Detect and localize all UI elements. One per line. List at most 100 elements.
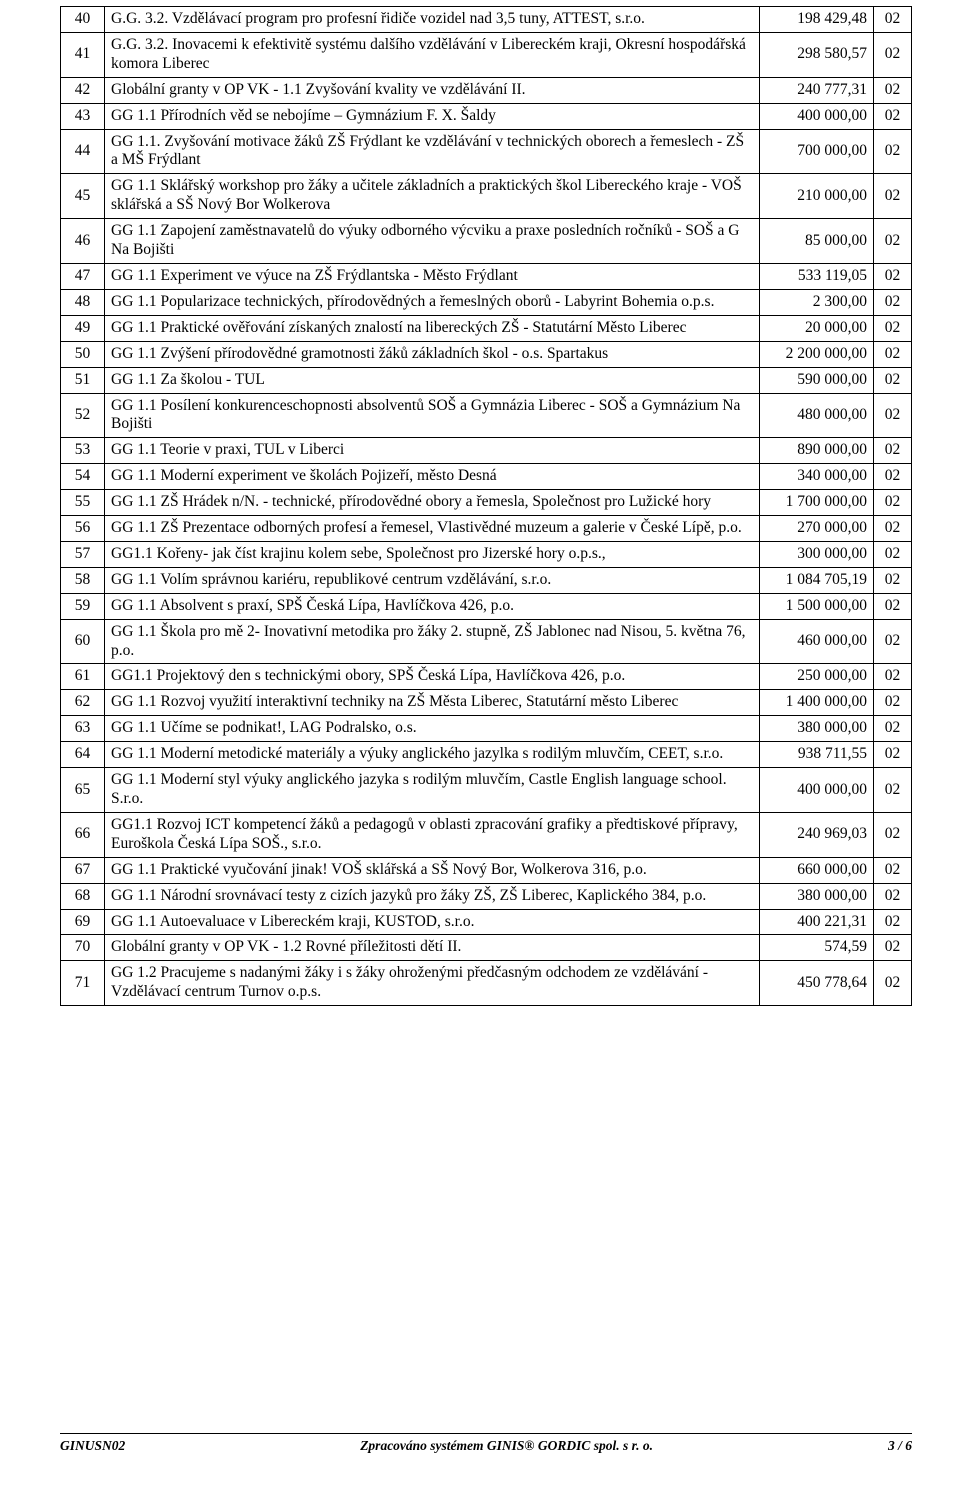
footer-right: 3 / 6 <box>888 1438 912 1454</box>
row-amount: 400 221,31 <box>760 909 874 935</box>
row-code: 02 <box>874 103 912 129</box>
table-row: 50GG 1.1 Zvýšení přírodovědné gramotnost… <box>61 341 912 367</box>
row-amount: 380 000,00 <box>760 883 874 909</box>
row-code: 02 <box>874 438 912 464</box>
table-row: 46GG 1.1 Zapojení zaměstnavatelů do výuk… <box>61 219 912 264</box>
row-amount: 460 000,00 <box>760 619 874 664</box>
row-description: GG 1.1 Posílení konkurenceschopnosti abs… <box>105 393 760 438</box>
row-code: 02 <box>874 935 912 961</box>
row-description: GG 1.1 Za školou - TUL <box>105 367 760 393</box>
row-number: 50 <box>61 341 105 367</box>
row-number: 47 <box>61 263 105 289</box>
row-amount: 340 000,00 <box>760 464 874 490</box>
row-description: GG 1.1. Zvyšování motivace žáků ZŠ Frýdl… <box>105 129 760 174</box>
row-amount: 400 000,00 <box>760 768 874 813</box>
row-code: 02 <box>874 263 912 289</box>
row-description: GG1.1 Kořeny- jak číst krajinu kolem seb… <box>105 541 760 567</box>
row-amount: 240 969,03 <box>760 812 874 857</box>
row-description: G.G. 3.2. Vzdělávací program pro profesn… <box>105 7 760 33</box>
row-description: G.G. 3.2. Inovacemi k efektivitě systému… <box>105 32 760 77</box>
footer-left: GINUSN02 <box>60 1438 125 1454</box>
table-row: 59GG 1.1 Absolvent s praxí, SPŠ Česká Lí… <box>61 593 912 619</box>
row-number: 43 <box>61 103 105 129</box>
row-amount: 250 000,00 <box>760 664 874 690</box>
row-code: 02 <box>874 690 912 716</box>
row-number: 58 <box>61 567 105 593</box>
table-row: 42Globální granty v OP VK - 1.1 Zvyšován… <box>61 77 912 103</box>
data-table: 40G.G. 3.2. Vzdělávací program pro profe… <box>60 6 912 1006</box>
table-row: 47GG 1.1 Experiment ve výuce na ZŠ Frýdl… <box>61 263 912 289</box>
row-amount: 380 000,00 <box>760 716 874 742</box>
row-description: GG 1.1 Teorie v praxi, TUL v Liberci <box>105 438 760 464</box>
row-description: GG 1.1 Národní srovnávací testy z cizích… <box>105 883 760 909</box>
row-description: GG 1.1 Praktické ověřování získaných zna… <box>105 315 760 341</box>
row-number: 51 <box>61 367 105 393</box>
row-code: 02 <box>874 289 912 315</box>
row-number: 70 <box>61 935 105 961</box>
row-description: GG 1.1 Absolvent s praxí, SPŠ Česká Lípa… <box>105 593 760 619</box>
row-code: 02 <box>874 490 912 516</box>
table-row: 70Globální granty v OP VK - 1.2 Rovné př… <box>61 935 912 961</box>
row-amount: 660 000,00 <box>760 857 874 883</box>
row-code: 02 <box>874 77 912 103</box>
row-amount: 198 429,48 <box>760 7 874 33</box>
row-code: 02 <box>874 341 912 367</box>
table-row: 65GG 1.1 Moderní styl výuky anglického j… <box>61 768 912 813</box>
row-description: Globální granty v OP VK - 1.2 Rovné příl… <box>105 935 760 961</box>
row-description: GG 1.1 Experiment ve výuce na ZŠ Frýdlan… <box>105 263 760 289</box>
row-description: GG1.1 Rozvoj ICT kompetencí žáků a pedag… <box>105 812 760 857</box>
row-number: 59 <box>61 593 105 619</box>
row-amount: 1 400 000,00 <box>760 690 874 716</box>
row-code: 02 <box>874 129 912 174</box>
table-row: 45GG 1.1 Sklářský workshop pro žáky a uč… <box>61 174 912 219</box>
row-number: 65 <box>61 768 105 813</box>
row-number: 69 <box>61 909 105 935</box>
row-amount: 533 119,05 <box>760 263 874 289</box>
table-row: 40G.G. 3.2. Vzdělávací program pro profe… <box>61 7 912 33</box>
row-number: 56 <box>61 516 105 542</box>
row-number: 42 <box>61 77 105 103</box>
row-description: GG 1.1 Sklářský workshop pro žáky a učit… <box>105 174 760 219</box>
row-number: 71 <box>61 961 105 1006</box>
row-number: 64 <box>61 742 105 768</box>
row-description: GG1.1 Projektový den s technickými obory… <box>105 664 760 690</box>
table-row: 68GG 1.1 Národní srovnávací testy z cizí… <box>61 883 912 909</box>
table-row: 41G.G. 3.2. Inovacemi k efektivitě systé… <box>61 32 912 77</box>
table-row: 69GG 1.1 Autoevaluace v Libereckém kraji… <box>61 909 912 935</box>
table-row: 67GG 1.1 Praktické vyučování jinak! VOŠ … <box>61 857 912 883</box>
row-amount: 1 084 705,19 <box>760 567 874 593</box>
row-amount: 450 778,64 <box>760 961 874 1006</box>
row-description: GG 1.1 Volím správnou kariéru, republiko… <box>105 567 760 593</box>
row-code: 02 <box>874 909 912 935</box>
row-amount: 574,59 <box>760 935 874 961</box>
row-description: GG 1.1 Rozvoj využití interaktivní techn… <box>105 690 760 716</box>
table-row: 54GG 1.1 Moderní experiment ve školách P… <box>61 464 912 490</box>
row-code: 02 <box>874 593 912 619</box>
row-code: 02 <box>874 812 912 857</box>
row-amount: 240 777,31 <box>760 77 874 103</box>
row-number: 48 <box>61 289 105 315</box>
row-description: GG 1.1 Učíme se podnikat!, LAG Podralsko… <box>105 716 760 742</box>
row-code: 02 <box>874 516 912 542</box>
row-number: 44 <box>61 129 105 174</box>
table-row: 55GG 1.1 ZŠ Hrádek n/N. - technické, pří… <box>61 490 912 516</box>
row-amount: 590 000,00 <box>760 367 874 393</box>
table-row: 58GG 1.1 Volím správnou kariéru, republi… <box>61 567 912 593</box>
table-row: 48GG 1.1 Popularizace technických, příro… <box>61 289 912 315</box>
table-row: 71GG 1.2 Pracujeme s nadanými žáky i s ž… <box>61 961 912 1006</box>
row-description: GG 1.1 ZŠ Hrádek n/N. - technické, příro… <box>105 490 760 516</box>
row-amount: 270 000,00 <box>760 516 874 542</box>
row-number: 41 <box>61 32 105 77</box>
row-amount: 20 000,00 <box>760 315 874 341</box>
row-description: GG 1.1 Popularizace technických, přírodo… <box>105 289 760 315</box>
row-code: 02 <box>874 768 912 813</box>
row-code: 02 <box>874 857 912 883</box>
table-row: 63GG 1.1 Učíme se podnikat!, LAG Podrals… <box>61 716 912 742</box>
table-row: 43GG 1.1 Přírodních věd se nebojíme – Gy… <box>61 103 912 129</box>
row-code: 02 <box>874 883 912 909</box>
row-amount: 298 580,57 <box>760 32 874 77</box>
row-number: 57 <box>61 541 105 567</box>
row-number: 62 <box>61 690 105 716</box>
row-description: GG 1.1 Zvýšení přírodovědné gramotnosti … <box>105 341 760 367</box>
row-code: 02 <box>874 219 912 264</box>
